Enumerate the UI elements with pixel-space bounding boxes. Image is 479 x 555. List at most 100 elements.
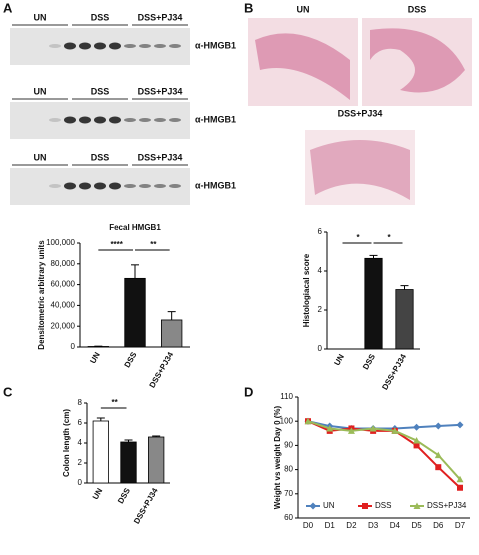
y-tick-label: 90 <box>284 441 293 450</box>
point <box>456 475 464 483</box>
x-tick-label: D3 <box>368 521 379 530</box>
series-line <box>307 420 461 480</box>
y-tick-label: 2 <box>78 458 83 467</box>
blot-band <box>64 42 76 50</box>
point <box>413 502 421 509</box>
x-tick-label: D7 <box>455 521 466 530</box>
y-tick-label: 6 <box>78 418 83 427</box>
blot-lane-label: DSS <box>91 152 110 162</box>
y-axis-label: Colon length (cm) <box>62 409 71 477</box>
blot-lane-label: DSS <box>91 86 110 96</box>
x-tick-label: DSS+PJ34 <box>132 486 160 525</box>
bar <box>124 277 146 348</box>
y-tick-label: 4 <box>318 266 323 275</box>
point <box>391 427 399 434</box>
significance-label: * <box>387 233 391 242</box>
blot-band <box>49 118 61 122</box>
chart-title: Fecal HMGB1 <box>109 223 161 232</box>
bar <box>148 436 165 484</box>
blot-lane-label: DSS+PJ34 <box>138 12 183 22</box>
blot-band <box>154 118 166 122</box>
y-tick-label: 0 <box>318 344 323 353</box>
significance-label: ** <box>150 240 157 249</box>
blot-lane-label: UN <box>34 12 47 22</box>
point <box>309 502 317 510</box>
y-tick-label: 60,000 <box>51 280 76 289</box>
point <box>369 424 377 432</box>
y-tick-label: 8 <box>78 398 83 407</box>
x-tick-label: D1 <box>325 521 336 530</box>
x-tick-label: DSS+PJ34 <box>380 352 408 391</box>
point <box>347 427 355 434</box>
x-tick-label: D2 <box>346 521 357 530</box>
y-tick-label: 6 <box>318 227 323 236</box>
blot-band <box>139 184 151 188</box>
x-tick-label: UN <box>91 486 105 501</box>
blot-lane-label: DSS+PJ34 <box>138 86 183 96</box>
antibody-label: α-HMGB1 <box>195 180 236 190</box>
histology-label: UN <box>297 4 310 14</box>
blot-lane-label: DSS+PJ34 <box>138 152 183 162</box>
point <box>326 424 334 432</box>
y-tick-label: 40,000 <box>51 301 76 310</box>
antibody-label: α-HMGB1 <box>195 114 236 124</box>
point <box>413 437 421 444</box>
blot-band <box>94 42 106 50</box>
y-axis-label: Densitometric arbitrary units <box>37 240 46 350</box>
x-tick-label: DSS <box>123 350 139 369</box>
blot-band <box>79 182 91 190</box>
y-tick-label: 100 <box>280 416 294 425</box>
panel-label: C <box>3 384 13 399</box>
blot-band <box>109 42 121 50</box>
bar <box>92 420 109 484</box>
blot-band <box>109 182 121 190</box>
legend-label: UN <box>323 501 335 510</box>
x-tick-label: UN <box>332 352 346 367</box>
legend-label: DSS+PJ34 <box>427 501 467 510</box>
histology-label: DSS <box>408 4 427 14</box>
y-axis-label: Histologiacal score <box>302 253 311 327</box>
blot-band <box>94 116 106 124</box>
point <box>457 484 463 491</box>
blot-band <box>154 44 166 48</box>
blot-band <box>124 118 136 122</box>
point <box>362 503 368 509</box>
y-tick-label: 110 <box>280 392 293 401</box>
blot-band <box>79 42 91 50</box>
blot-band <box>169 118 181 122</box>
bar <box>364 257 383 350</box>
point <box>435 464 442 471</box>
y-tick-label: 20,000 <box>51 321 76 330</box>
x-tick-label: DSS <box>361 352 377 371</box>
y-axis-label: Weight vs weight Day 0 (%) <box>273 405 282 509</box>
y-tick-label: 80,000 <box>51 259 76 268</box>
y-tick-label: 2 <box>318 305 323 314</box>
bar <box>160 319 183 348</box>
y-tick-label: 0 <box>71 342 76 351</box>
point <box>456 421 464 429</box>
blot-band <box>94 182 106 190</box>
x-tick-label: DSS <box>116 486 132 505</box>
x-tick-label: D6 <box>433 521 444 530</box>
histology-label: DSS+PJ34 <box>338 108 383 118</box>
blot-band <box>49 184 61 188</box>
blot-band <box>169 184 181 188</box>
blot-lane-label: DSS <box>91 12 110 22</box>
blot-band <box>139 118 151 122</box>
significance-label: ** <box>112 398 119 407</box>
panel-label: D <box>244 384 253 399</box>
y-tick-label: 80 <box>284 465 293 474</box>
blot-band <box>79 116 91 124</box>
y-tick-label: 4 <box>78 438 83 447</box>
point <box>304 417 312 425</box>
significance-label: **** <box>110 240 123 249</box>
bar <box>120 441 137 484</box>
point <box>434 451 442 459</box>
histology-images <box>248 18 472 205</box>
legend-label: DSS <box>375 501 391 510</box>
blot-band <box>169 44 181 48</box>
blot-band <box>139 44 151 48</box>
blot-band <box>49 44 61 48</box>
series-line <box>307 420 461 430</box>
